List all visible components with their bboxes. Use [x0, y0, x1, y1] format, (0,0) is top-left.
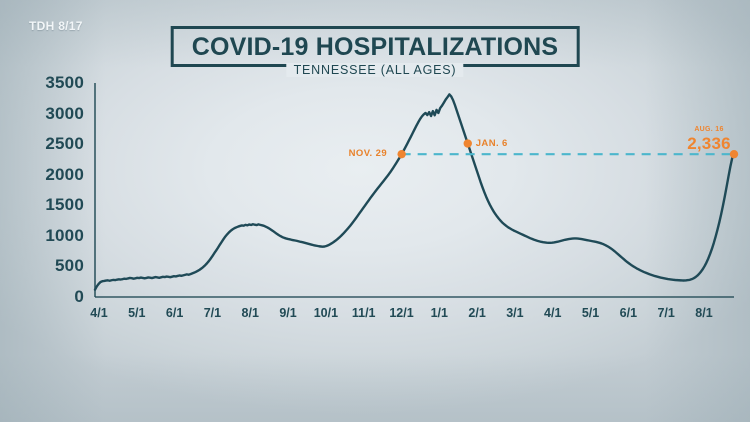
annotation-value-aug-16: 2,336: [687, 134, 731, 154]
chart-subtitle: TENNESSEE (ALL AGES): [286, 63, 464, 78]
x-axis-tick-label: 8/1: [695, 306, 713, 320]
x-axis-tick-label: 5/1: [128, 306, 146, 320]
x-axis-tick-label: 6/1: [165, 306, 184, 320]
x-axis-tick-label: 11/1: [351, 306, 376, 320]
x-axis-tick-label: 8/1: [241, 306, 259, 320]
x-axis-tick-label: 7/1: [203, 306, 222, 320]
x-axis-tick-label: 10/1: [313, 306, 339, 320]
x-axis-tick-label: 1/1: [430, 306, 448, 320]
aug-16-marker-dot: [729, 149, 739, 159]
x-axis-tick-label: 2/1: [468, 306, 486, 320]
annotation-label-aug-16: AUG. 16: [694, 126, 724, 134]
y-axis-tick-label: 3500: [45, 73, 84, 92]
subtitle-wrap: TENNESSEE (ALL AGES): [286, 63, 464, 78]
annotation-label-jan-6: JAN. 6: [475, 137, 508, 149]
title-block: COVID-19 HOSPITALIZATIONS TENNESSEE (ALL…: [170, 26, 580, 78]
x-axis-tick-label: 9/1: [279, 306, 297, 320]
x-axis-tick-label: 6/1: [619, 306, 638, 320]
y-axis-tick-label: 2000: [45, 164, 84, 184]
x-axis-tick-label: 7/1: [657, 306, 675, 320]
y-axis-tick-label: 0: [74, 287, 84, 306]
x-axis-tick-label: 5/1: [581, 306, 600, 320]
annotation-label-nov-29: NOV. 29: [348, 148, 388, 160]
y-axis-tick-label: 2500: [45, 134, 84, 154]
x-axis-tick-label: 12/1: [389, 306, 414, 320]
y-axis-tick-label: 1000: [45, 225, 84, 245]
y-axis-tick-label: 1500: [45, 195, 84, 215]
x-axis-tick-label: 3/1: [506, 306, 524, 320]
hospitalizations-line: [93, 93, 736, 291]
page-title: COVID-19 HOSPITALIZATIONS: [191, 33, 559, 61]
jan-6-marker-dot: [463, 139, 472, 148]
source-tag: TDH 8/17: [29, 19, 83, 33]
y-axis-tick-label: 500: [55, 256, 84, 276]
nov-29-marker-dot: [397, 149, 406, 159]
x-axis-tick-label: 4/1: [544, 306, 562, 320]
x-axis-tick-label: 4/1: [90, 306, 108, 320]
y-axis-tick-label: 3000: [45, 103, 84, 123]
